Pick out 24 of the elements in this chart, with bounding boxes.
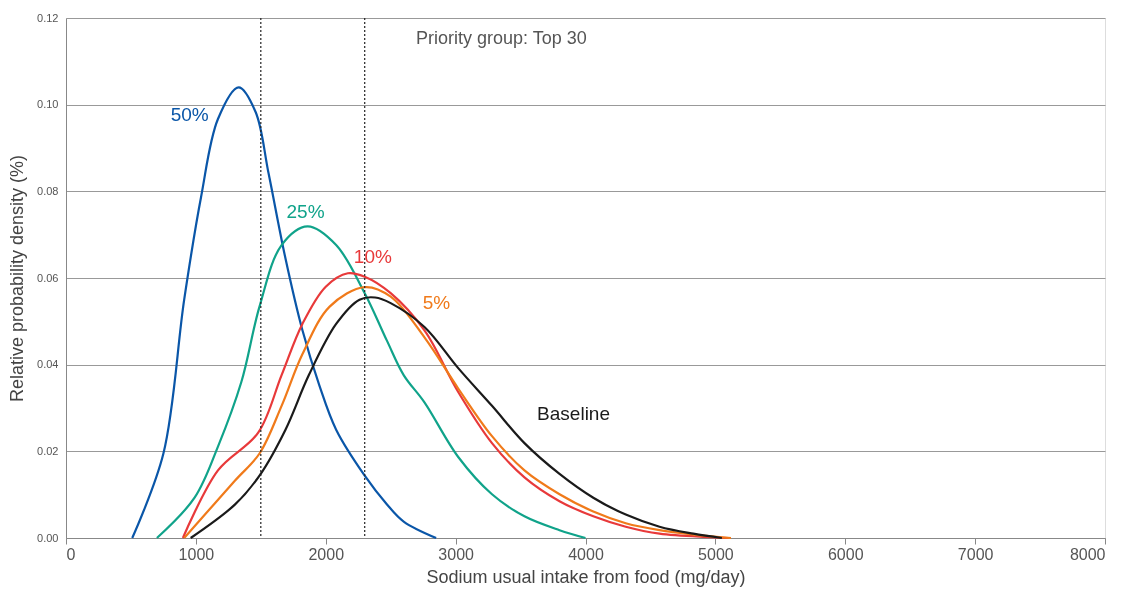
x-tick-label: 7000 [957,545,994,563]
x-tick-label: 5000 [698,545,734,563]
x-tick-label: 4000 [568,545,604,563]
x-tick-label: 0 [66,545,76,563]
series-label: 10% [353,246,392,268]
y-tick-label: 0.10 [37,98,59,111]
x-tick-label: 1000 [178,545,215,563]
x-axis-title: Sodium usual intake from food (mg/day) [426,566,746,587]
y-tick-label: 0.12 [37,11,59,24]
series-label: 50% [170,104,209,126]
series-label: 25% [286,201,325,223]
x-tick-label: 2000 [308,545,345,563]
y-tick-label: 0.00 [37,531,59,544]
series-label: Baseline [537,402,610,424]
x-tick-label: 8000 [1069,545,1106,563]
x-tick-label: 3000 [438,545,475,563]
annotation: Priority group: Top 30 [416,28,587,48]
y-tick-label: 0.04 [37,358,59,371]
y-axis-title: Relative probability density (%) [7,154,28,403]
x-tick-label: 6000 [827,545,864,563]
y-tick-label: 0.06 [37,271,59,284]
series-label: 5% [422,292,451,314]
y-tick-label: 0.08 [37,184,59,197]
y-tick-label: 0.02 [37,444,59,457]
